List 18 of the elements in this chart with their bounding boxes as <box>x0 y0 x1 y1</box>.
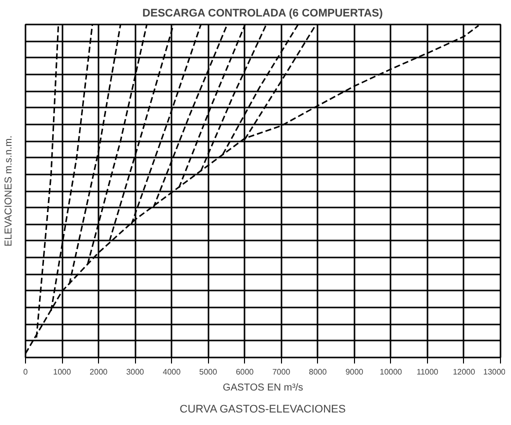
x-tick-label: 9000 <box>345 368 364 376</box>
x-tick-label: 6000 <box>236 368 254 376</box>
x-tick-label: 10000 <box>380 368 403 376</box>
x-tick-label: 8000 <box>308 368 328 376</box>
y-axis-title: ELEVACIONES m.s.n.m. <box>4 136 14 246</box>
x-tick-label: 7000 <box>272 368 291 376</box>
x-tick-label: 5000 <box>199 368 218 376</box>
x-tick-label: 11000 <box>416 368 439 376</box>
x-tick-label: 3000 <box>126 368 145 376</box>
x-tick-label: 4000 <box>162 368 182 376</box>
x-axis-title: GASTOS EN m³/s <box>222 382 304 394</box>
chart-title: DESCARGA CONTROLADA (6 COMPUERTAS) <box>142 8 384 20</box>
x-tick-label: 12000 <box>452 368 476 376</box>
x-tick-label: 2000 <box>90 368 108 376</box>
x-tick-label: 13000 <box>483 368 506 376</box>
x-tick-label: 0 <box>23 368 28 376</box>
x-tick-label: 1000 <box>53 368 72 376</box>
text: CURVA GASTOS-ELEVACIONES <box>180 404 346 416</box>
